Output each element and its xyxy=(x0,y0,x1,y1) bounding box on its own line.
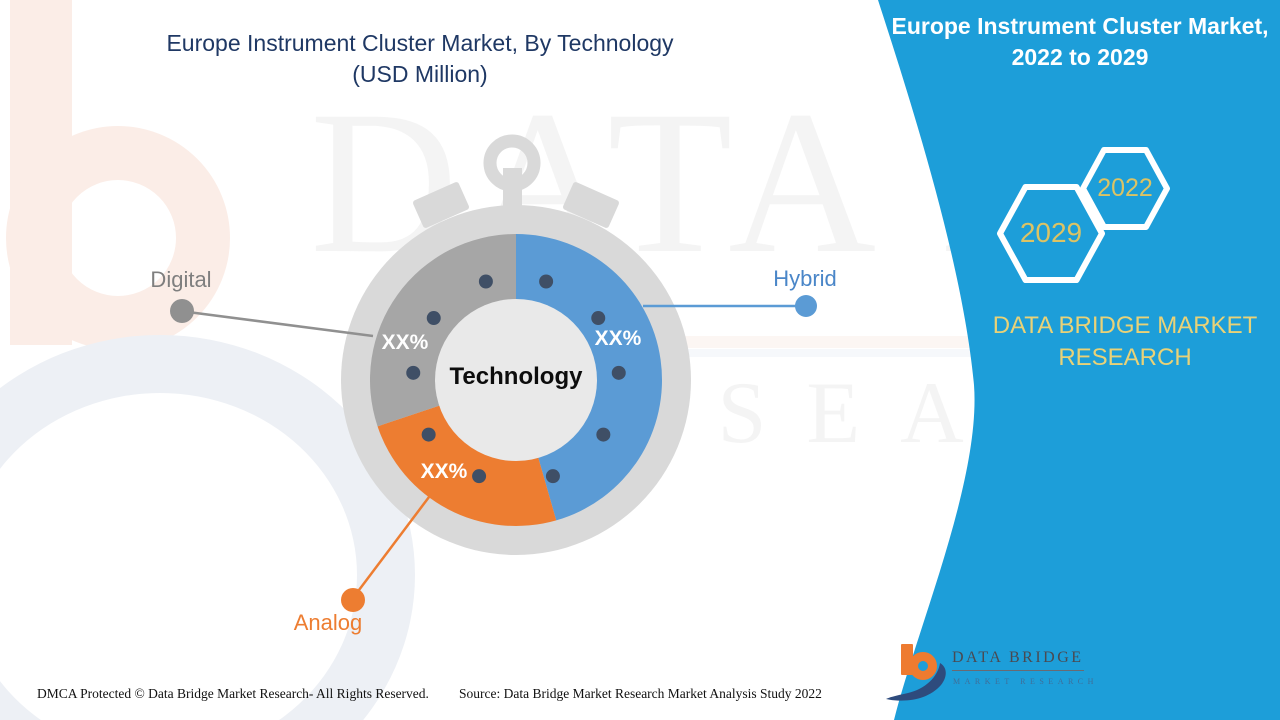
callout-lines xyxy=(170,295,817,612)
hexagon-year-2022: 2022 xyxy=(1097,174,1153,202)
hexagon-2022 xyxy=(1080,147,1170,230)
tick-dot xyxy=(478,274,493,289)
callout-dot-hybrid xyxy=(795,295,817,317)
page-title: Europe Instrument Cluster Market, By Tec… xyxy=(115,28,725,90)
banner-brand-line1: DATA BRIDGE MARKET xyxy=(992,312,1258,339)
donut-center-label: Technology xyxy=(449,363,583,390)
logo-sub-text: MARKET RESEARCH xyxy=(953,677,1098,686)
series-label-analog: Analog xyxy=(293,610,363,635)
percent-label-analog: XX% xyxy=(420,460,468,483)
tick-dot xyxy=(596,427,611,442)
tick-dot xyxy=(611,365,626,380)
banner-title-line1: Europe Instrument Cluster Market, xyxy=(891,13,1269,39)
callout-line-analog xyxy=(355,496,430,595)
callout-dot-digital xyxy=(170,299,194,323)
banner-brand-line2: RESEARCH xyxy=(1058,344,1192,371)
logo-swoosh xyxy=(886,663,946,701)
data-bridge-logo-icon xyxy=(886,644,946,701)
stopwatch-ear-right xyxy=(563,182,619,228)
tick-dot xyxy=(539,274,554,289)
percent-label-digital: XX% xyxy=(381,331,429,354)
tick-dot xyxy=(472,469,487,484)
series-label-digital: Digital xyxy=(150,267,212,292)
donut-center-disc xyxy=(435,299,597,461)
tick-dot xyxy=(591,311,606,326)
hexagon-year-2029: 2029 xyxy=(1019,217,1083,248)
hexagon-2029 xyxy=(997,184,1105,283)
tick-dot xyxy=(426,311,441,326)
page-title-line1: Europe Instrument Cluster Market, By Tec… xyxy=(166,30,674,56)
watermark-band xyxy=(660,349,990,357)
banner-background xyxy=(878,0,1280,720)
tick-dot xyxy=(545,469,560,484)
tick-dots xyxy=(406,274,626,484)
percent-label-hybrid: XX% xyxy=(594,327,642,350)
banner-title-line2: 2022 to 2029 xyxy=(1011,44,1149,70)
page-title-line2: (USD Million) xyxy=(352,61,488,87)
series-label-hybrid: Hybrid xyxy=(773,266,837,291)
callout-line-digital xyxy=(187,310,374,338)
tick-dot xyxy=(406,365,421,380)
footer-dmca: DMCA Protected © Data Bridge Market Rese… xyxy=(37,686,429,701)
stopwatch-ear-left xyxy=(413,182,469,228)
callout-dot-analog xyxy=(341,588,365,612)
tick-dot xyxy=(421,427,436,442)
stopwatch-crown-stem xyxy=(503,168,522,212)
footer-source: Source: Data Bridge Market Research Mark… xyxy=(459,686,822,701)
logo-b-bowl xyxy=(909,652,937,680)
watermark-band xyxy=(645,336,995,348)
logo-brand-text: DATA BRIDGE xyxy=(952,649,1084,671)
